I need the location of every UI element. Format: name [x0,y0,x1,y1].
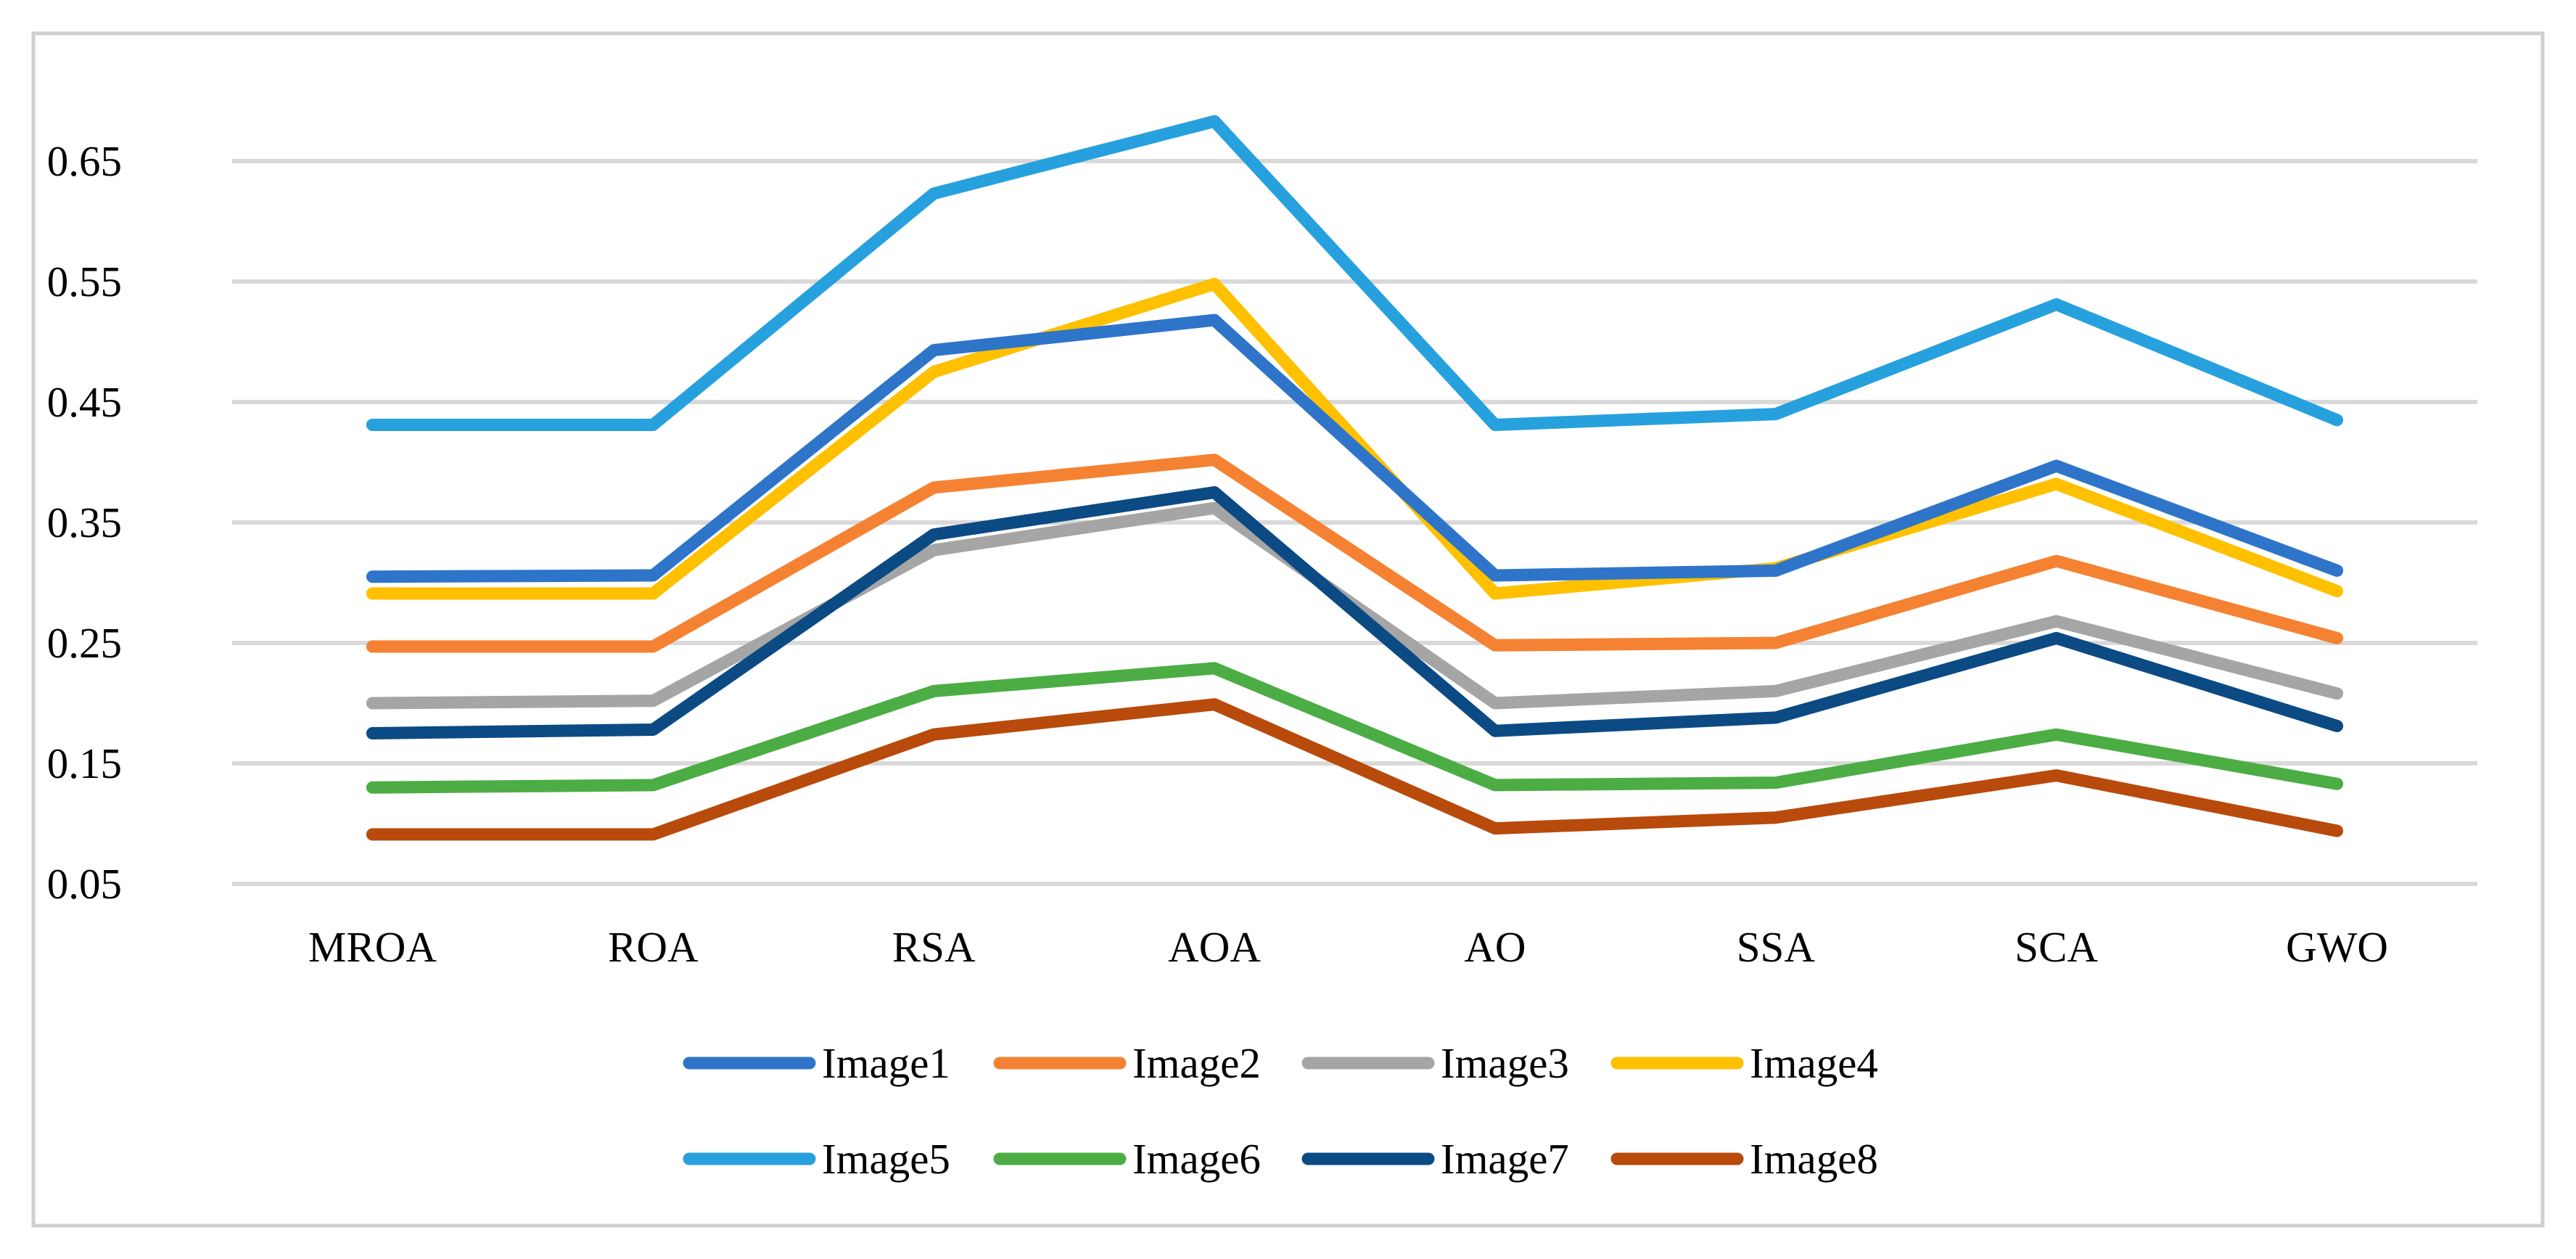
series-line-image1 [366,313,2344,583]
x-tick-label: RSA [892,923,976,971]
x-axis-tick-labels: MROA ROA RSA AOA AO SSA SCA GWO [308,923,2388,971]
y-tick-label: 0.65 [47,137,122,185]
series-lines [366,115,2344,841]
legend-item: Image2 [993,1039,1261,1087]
x-tick-label: AO [1464,923,1526,971]
legend-item: Image7 [1301,1135,1569,1183]
legend-label: Image6 [1132,1135,1261,1183]
series-line-image4 [366,277,2344,600]
y-tick-label: 0.15 [47,739,122,787]
chart-frame [31,31,2545,1228]
legend-label: Image1 [822,1039,950,1087]
y-axis-tick-labels: 0.05 0.15 0.25 0.35 0.45 0.55 0.65 [47,137,122,908]
y-tick-label: 0.45 [47,378,122,426]
series-line-image2 [366,454,2344,653]
y-tick-label: 0.05 [47,860,122,908]
legend-label: Image5 [822,1135,950,1183]
legend-item: Image8 [1610,1135,1878,1183]
legend-item: Image6 [993,1135,1261,1183]
y-tick-label: 0.55 [47,258,122,305]
series-line-image7 [366,486,2344,739]
x-tick-label: AOA [1168,923,1261,971]
legend-label: Image4 [1750,1039,1878,1087]
legend-label: Image3 [1441,1039,1569,1087]
legend-item: Image5 [683,1135,950,1183]
legend-label: Image2 [1132,1039,1261,1087]
series-line-image6 [366,662,2344,794]
x-tick-label: SSA [1737,923,1816,971]
x-tick-label: GWO [2286,923,2388,971]
legend-item: Image4 [1610,1039,1878,1087]
legend-item: Image1 [683,1039,950,1087]
y-tick-label: 0.25 [47,619,122,667]
legend-item: Image3 [1301,1039,1569,1087]
y-tick-label: 0.35 [47,499,122,546]
series-line-image5 [366,115,2344,431]
x-tick-label: SCA [2015,923,2098,971]
legend: Image1 Image2 Image3 Image4 Image5 Image6 Imag… [683,1039,1878,1183]
legend-label: Image8 [1750,1135,1878,1183]
x-tick-label: MROA [308,923,437,971]
x-tick-label: ROA [608,923,699,971]
legend-label: Image7 [1441,1135,1569,1183]
series-line-image8 [366,698,2344,841]
